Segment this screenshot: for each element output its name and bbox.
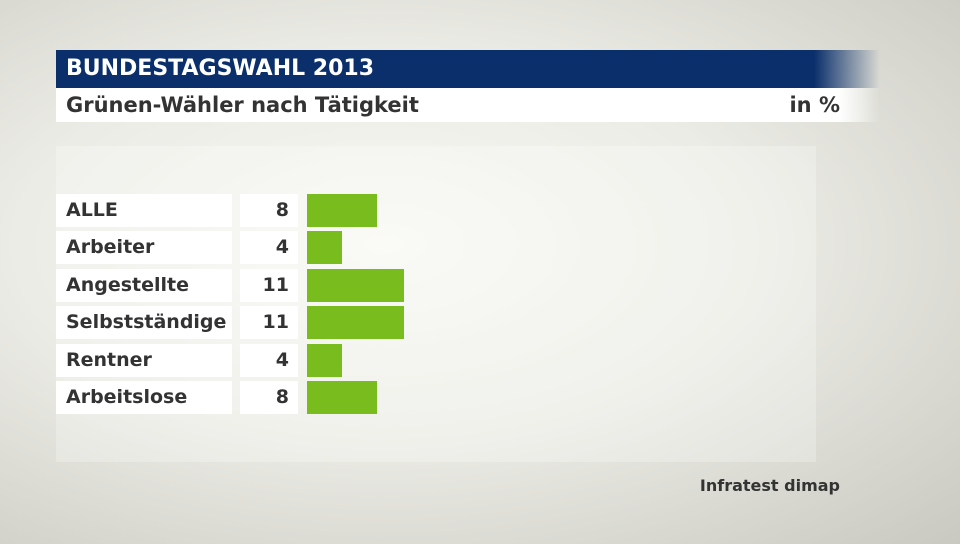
- category-label: Angestellte: [56, 268, 232, 302]
- bar: [307, 231, 343, 265]
- category-label: ALLE: [56, 194, 232, 227]
- subtitle-text: Grünen-Wähler nach Tätigkeit: [66, 93, 419, 117]
- category-label: Arbeitslose: [56, 381, 232, 414]
- bar: [307, 381, 378, 414]
- bar: [307, 306, 404, 340]
- value-label: 11: [240, 306, 298, 340]
- bar: [307, 268, 404, 302]
- category-label: Arbeiter: [56, 231, 232, 265]
- category-label: Rentner: [56, 343, 232, 377]
- value-label: 8: [240, 194, 298, 227]
- header-title: BUNDESTAGSWAHL 2013: [56, 50, 880, 88]
- value-label: 11: [240, 268, 298, 302]
- source-label: Infratest dimap: [699, 476, 840, 495]
- bar: [307, 343, 343, 377]
- category-label: Selbstständige: [56, 306, 232, 340]
- unit-label: in %: [789, 93, 840, 117]
- value-label: 8: [240, 381, 298, 414]
- bar: [307, 194, 378, 227]
- chart-subtitle: Grünen-Wähler nach Tätigkeit in %: [56, 88, 880, 122]
- value-label: 4: [240, 343, 298, 377]
- value-label: 4: [240, 231, 298, 265]
